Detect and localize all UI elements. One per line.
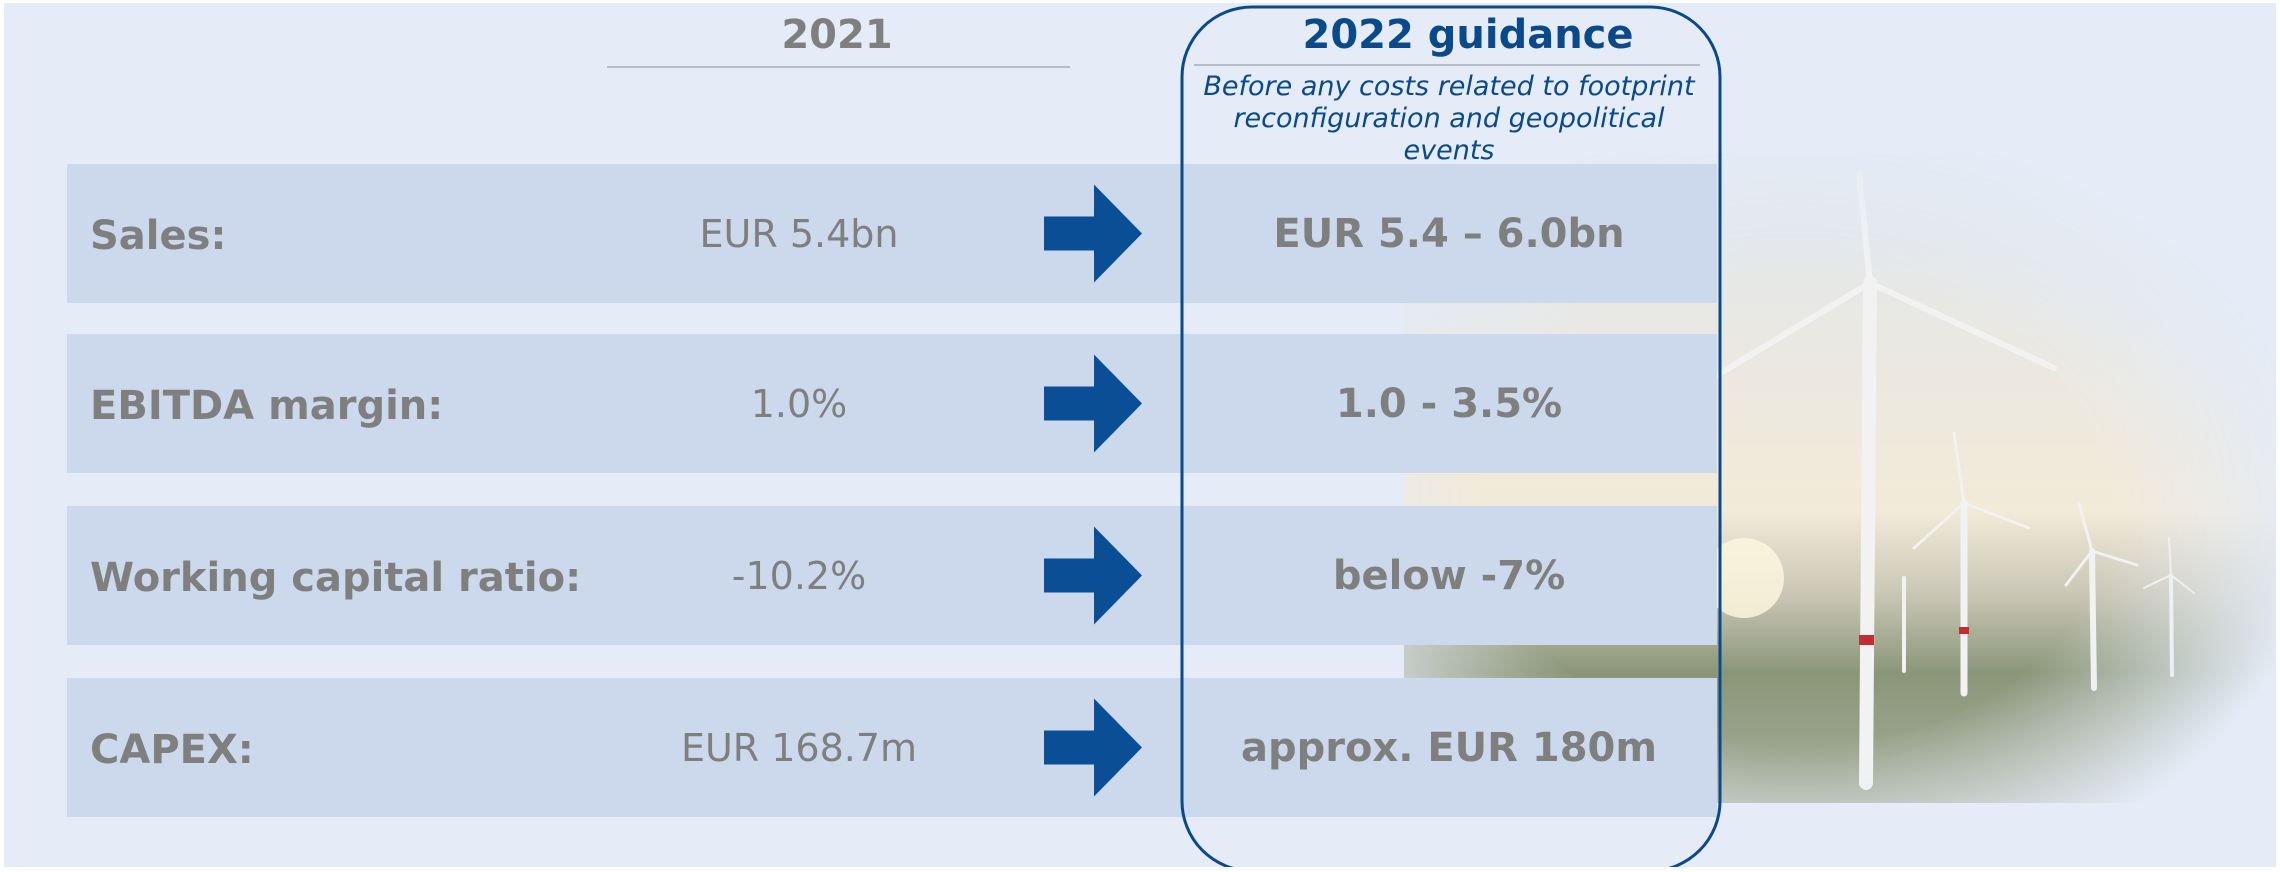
column-header: 2021 (781, 15, 892, 55)
row-label: Sales: (90, 216, 226, 256)
guidance-value: below -7% (1333, 556, 1565, 596)
column-header: 2022 guidance (1302, 15, 1633, 55)
value-2021: EUR 168.7m (681, 729, 917, 767)
row-label: EBITDA margin: (90, 386, 443, 426)
page-body: 2021 2022 guidance Before any costs rela… (0, 3, 2280, 872)
guidance-note: reconfiguration and geopolitical (1233, 105, 1664, 132)
row-label: CAPEX: (90, 730, 254, 770)
guidance-value: EUR 5.4 – 6.0bn (1273, 214, 1624, 254)
row-label: Working capital ratio: (90, 558, 581, 598)
guidance-value: approx. EUR 180m (1241, 728, 1657, 768)
guidance-note: Before any costs related to footprint (1203, 73, 1694, 100)
value-2021: EUR 5.4bn (700, 215, 899, 253)
guidance-note: events (1404, 137, 1495, 164)
value-2021: 1.0% (751, 385, 848, 423)
value-2021: -10.2% (732, 557, 866, 595)
slide-graphics (4, 3, 2276, 867)
guidance-value: 1.0 - 3.5% (1336, 384, 1562, 424)
slide: 2021 2022 guidance Before any costs rela… (4, 3, 2276, 867)
